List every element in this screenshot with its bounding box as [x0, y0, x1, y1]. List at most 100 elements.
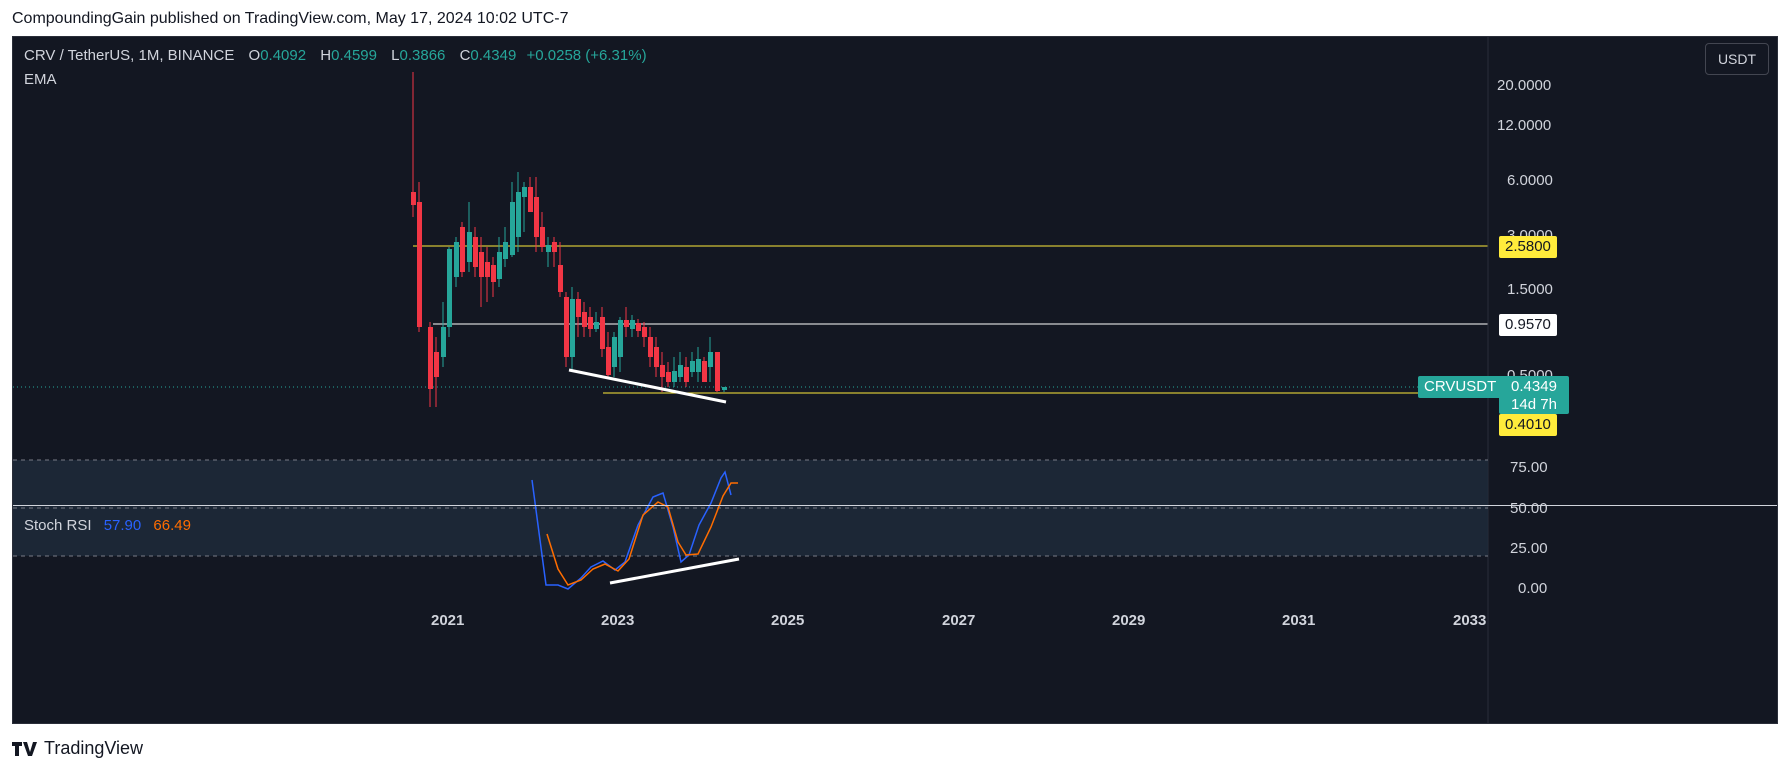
candle-body	[447, 249, 452, 327]
time-tick: 2029	[1112, 612, 1146, 629]
candle-body	[606, 347, 611, 375]
ema-indicator-label[interactable]: EMA	[24, 71, 57, 88]
candle-body	[497, 252, 502, 279]
candle-body	[642, 327, 647, 337]
candle-body	[417, 202, 422, 327]
stoch-rsi-label: Stoch RSI	[24, 517, 92, 534]
candle-body	[516, 192, 521, 237]
candle-body	[522, 187, 527, 197]
candle-body	[708, 352, 713, 367]
tradingview-logo[interactable]: TradingView	[12, 738, 143, 759]
price-tick: 6.0000	[1507, 172, 1553, 189]
candles-group	[411, 72, 727, 407]
candle-body	[460, 227, 465, 272]
symbol-tag: CRVUSDT	[1418, 376, 1503, 398]
time-tick: 2021	[431, 612, 465, 629]
stoch-k-line	[531, 470, 732, 590]
candle-body	[434, 352, 439, 377]
pane-separator	[13, 505, 1777, 506]
level-tag-2580: 2.5800	[1499, 236, 1557, 258]
chart-canvas[interactable]	[13, 37, 1778, 724]
candle-body	[428, 327, 433, 389]
stoch-trendline	[609, 557, 740, 585]
stoch-tick: 0.00	[1518, 580, 1548, 597]
chart-frame[interactable]: CRV / TetherUS, 1M, BINANCE O0.4092 H0.4…	[12, 36, 1778, 724]
candle-body	[582, 312, 587, 327]
candle-body	[534, 197, 539, 237]
candle-body	[722, 387, 727, 390]
candle-body	[618, 320, 623, 357]
candle-body	[624, 320, 629, 327]
publisher-caption: CompoundingGain published on TradingView…	[12, 10, 569, 27]
candle-body	[588, 317, 593, 329]
high-key: H	[320, 47, 332, 64]
time-tick: 2027	[942, 612, 976, 629]
candle-body	[479, 252, 484, 277]
candle-body	[648, 337, 653, 357]
stoch-tick: 50.00	[1510, 500, 1548, 517]
candle-body	[636, 323, 641, 331]
candle-body	[672, 371, 677, 382]
candle-body	[678, 365, 683, 377]
bar-countdown: 14d 7h	[1511, 396, 1557, 413]
open-key: O	[248, 47, 261, 64]
level-tag-0957: 0.9570	[1499, 314, 1557, 336]
candle-body	[540, 227, 545, 247]
tradingview-icon	[12, 741, 37, 756]
price-trendline	[568, 368, 727, 404]
candle-body	[441, 327, 446, 357]
low-value: 0.3866	[399, 47, 446, 64]
candle-body	[630, 320, 635, 329]
time-tick: 2023	[601, 612, 635, 629]
stoch-k-value: 57.90	[103, 517, 142, 534]
candle-body	[528, 187, 533, 212]
level-tag-0401: 0.4010	[1499, 414, 1557, 436]
candle-body	[666, 372, 671, 382]
candle-body	[485, 262, 490, 277]
time-tick: 2031	[1282, 612, 1316, 629]
candle-body	[503, 242, 508, 259]
candle-body	[690, 361, 695, 372]
stoch-tick: 75.00	[1510, 459, 1548, 476]
candle-body	[570, 299, 575, 357]
symbol-legend: CRV / TetherUS, 1M, BINANCE O0.4092 H0.4…	[24, 47, 647, 64]
symbol-name: CRV / TetherUS, 1M, BINANCE	[24, 47, 235, 64]
candle-body	[558, 265, 563, 292]
candle-body	[594, 322, 599, 329]
stoch-d-value: 66.49	[153, 517, 191, 534]
time-tick: 2033	[1453, 612, 1487, 629]
close-value: 0.4349	[470, 47, 517, 64]
price-tick: 12.0000	[1497, 117, 1552, 134]
last-price-tag: 0.4349 14d 7h	[1499, 376, 1569, 414]
candle-body	[576, 299, 581, 317]
candle-body	[491, 265, 496, 282]
candle-body	[510, 202, 515, 255]
candle-body	[684, 367, 689, 382]
close-key: C	[459, 47, 471, 64]
low-key: L	[391, 47, 400, 64]
stoch-tick: 25.00	[1510, 540, 1548, 557]
candle-body	[696, 359, 701, 372]
currency-button[interactable]: USDT	[1705, 43, 1769, 75]
price-tick: 1.5000	[1507, 281, 1553, 298]
change-value: +0.0258 (+6.31%)	[526, 47, 647, 64]
tradingview-brand-text: TradingView	[44, 738, 144, 758]
candle-body	[654, 347, 659, 367]
price-tick: 20.0000	[1497, 77, 1552, 94]
candle-body	[612, 337, 617, 367]
high-value: 0.4599	[331, 47, 377, 64]
last-price-value: 0.4349	[1511, 378, 1557, 395]
candle-body	[552, 242, 557, 252]
candle-body	[467, 232, 472, 262]
candle-body	[702, 361, 707, 382]
open-value: 0.4092	[260, 47, 307, 64]
stoch-d-line	[546, 482, 738, 586]
time-tick: 2025	[771, 612, 805, 629]
candle-body	[411, 192, 416, 205]
candle-body	[564, 297, 569, 357]
candle-body	[454, 242, 459, 277]
candle-body	[600, 317, 605, 349]
candle-body	[546, 245, 551, 252]
stoch-rsi-legend[interactable]: Stoch RSI 57.90 66.49	[24, 517, 191, 534]
candle-body	[473, 237, 478, 267]
